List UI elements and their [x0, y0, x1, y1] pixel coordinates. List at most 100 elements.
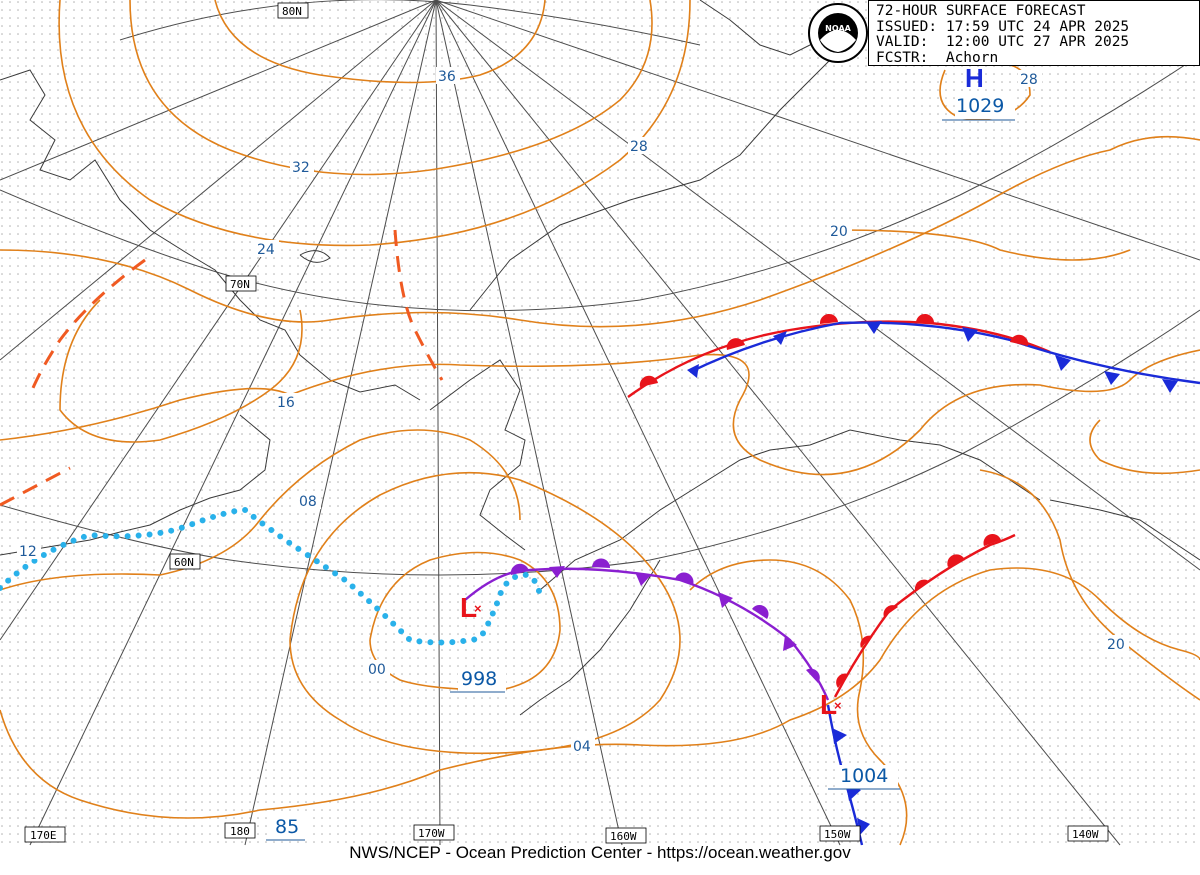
occluded-triangle [718, 592, 733, 608]
isobar-24 [0, 135, 1200, 328]
logo-text: NOAA [825, 24, 851, 33]
issued-line: ISSUED: 17:59 UTC 24 APR 2025 [876, 18, 1130, 35]
occluded-semicircle [752, 604, 769, 619]
cold-symbol [832, 728, 847, 744]
dissipating-front [0, 506, 543, 646]
isobar-20-south [979, 469, 1200, 701]
cold-symbol [866, 321, 882, 334]
lon-label-170w: 170W [418, 827, 445, 840]
isobar-label: 36 [438, 69, 456, 85]
warm-symbol [836, 673, 848, 688]
stationary-front-north-blue [689, 321, 1200, 385]
cold-symbol [687, 364, 699, 378]
occluded-triangle [549, 566, 565, 578]
svg-text:H: H [965, 63, 984, 93]
isobar-labels: 36 32 28 24 28 20 16 08 12 00 04 20 [17, 67, 1129, 755]
coastlines [0, 0, 1200, 716]
isobar-label: 08 [299, 494, 317, 510]
isobar-label: 32 [292, 160, 310, 176]
meridian-170w [435, 0, 441, 846]
lat-label-80n: 80N [282, 5, 302, 18]
meridian-160w [435, 0, 623, 846]
coast-alaska-west [429, 359, 526, 551]
lat-label-70n: 70N [230, 278, 250, 291]
isobar-16-east [1089, 419, 1200, 475]
coast-alaska-north [469, 29, 871, 311]
meridian-160e [0, 0, 437, 641]
warm-symbol [1010, 334, 1029, 346]
meridian-140w [435, 0, 1121, 846]
lat-label-60n: 60N [174, 556, 194, 569]
pressure-center-symbols: L × L × H [460, 63, 984, 720]
low-symbol-west: L × [460, 592, 482, 623]
isobar-label: 16 [277, 395, 295, 411]
isobar-36 [214, 0, 546, 84]
occluded-triangle [783, 635, 797, 651]
meridian-170e [29, 0, 437, 846]
island-st-lawrence [299, 250, 331, 263]
warm-symbol [947, 554, 965, 567]
corner-value: 85 [275, 816, 299, 838]
meridian-130w [435, 0, 1200, 571]
lon-label-160w: 160W [610, 830, 637, 843]
isobar-20-loop [59, 299, 303, 443]
dotted-grid [0, 0, 1200, 845]
warm-symbol [914, 579, 930, 590]
footer-credit: NWS/NCEP - Ocean Prediction Center - htt… [349, 843, 851, 862]
coast-panhandle [1049, 499, 1200, 561]
lon-label-170e: 170E [30, 829, 57, 842]
occluded-semicircle [510, 563, 529, 575]
lon-label-140w: 140W [1072, 828, 1099, 841]
parallel-60n [0, 309, 1200, 576]
isobar-16 [0, 349, 1200, 476]
warm-symbol [819, 313, 838, 324]
coast-arctic-islands [699, 0, 821, 56]
isobars [0, 0, 1200, 846]
parallels [0, 0, 1200, 576]
coast-alaska-peninsula [519, 559, 661, 716]
warm-symbol [916, 313, 935, 324]
coast-siberia [0, 69, 421, 401]
low-pressure-value-west: 998 [461, 668, 497, 690]
warm-symbol [639, 375, 658, 387]
svg-text:L: L [460, 592, 477, 623]
trough-southwest [0, 466, 71, 507]
coast-alaska-south [539, 429, 1041, 591]
isobar-label: 00 [368, 662, 386, 678]
isobar-label: 20 [830, 224, 848, 240]
isobar-20-north [839, 229, 1131, 261]
lon-label-180: 180 [230, 825, 250, 838]
isobar-28 [58, 0, 691, 247]
isobar-00 [369, 551, 561, 691]
meridians [0, 0, 1200, 846]
trough-west [28, 258, 146, 396]
isobar-label: 28 [1020, 72, 1038, 88]
svg-text:L: L [820, 689, 837, 720]
warm-symbol [883, 605, 898, 617]
meridian-140e [0, 0, 437, 181]
cold-symbol [962, 327, 978, 342]
grid-labels: 80N 70N 60N 170E 180 170W 160W 150W 140W [24, 2, 1109, 844]
isobar-label: 12 [19, 544, 37, 560]
parallel-70n [0, 54, 1200, 312]
coast-chukotka-south [0, 414, 271, 556]
forecast-info-box: 72-HOUR SURFACE FORECAST ISSUED: 17:59 UT… [868, 0, 1200, 66]
cold-symbol [1162, 379, 1178, 393]
svg-text:×: × [834, 698, 842, 713]
occluded-triangle [635, 572, 651, 586]
isobar-12 [0, 429, 521, 591]
warm-symbol [726, 338, 745, 350]
isobar-32 [129, 0, 653, 176]
high-pressure-value: 1029 [956, 95, 1004, 117]
low-pressure-value-east: 1004 [840, 765, 888, 787]
cold-symbol [773, 331, 787, 345]
isobar-label: 20 [1107, 637, 1125, 653]
isobar-label: 28 [630, 139, 648, 155]
svg-text:×: × [474, 601, 482, 616]
forecast-title: 72-HOUR SURFACE FORECAST [876, 3, 1086, 19]
meridian-150e [0, 0, 437, 361]
low-symbol-east: L × [820, 689, 842, 720]
cold-symbol [1104, 371, 1120, 385]
